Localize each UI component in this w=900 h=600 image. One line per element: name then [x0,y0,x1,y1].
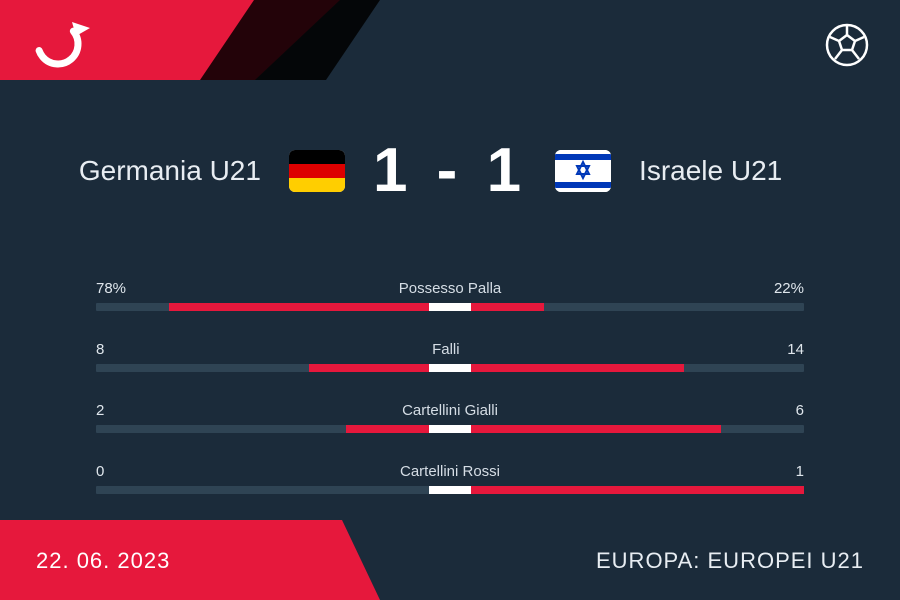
stat-away-value: 14 [787,341,804,358]
stat-bar-away [471,364,684,372]
home-score: 1 [373,136,413,205]
away-flag [555,150,611,192]
stat-bar-away [471,486,804,494]
home-team-name: Germania U21 [61,153,261,188]
stat-bar-track [96,303,804,311]
competition-name: EUROPA: EUROPEI U21 [596,548,864,574]
stat-bar-away [471,425,721,433]
match-date: 22. 06. 2023 [36,548,170,574]
stat-home-value: 2 [96,402,104,419]
stat-row: 78% Possesso Palla 22% [96,280,804,311]
stat-bar-home [346,425,429,433]
stat-row: 2 Cartellini Gialli 6 [96,402,804,433]
stat-home-value: 78% [96,280,126,297]
score-separator: - [437,136,464,205]
stat-bar-home [309,364,429,372]
stat-away-value: 6 [796,402,804,419]
stat-label: Cartellini Gialli [402,402,498,419]
stat-bar-track [96,425,804,433]
stat-bar-home [169,303,429,311]
away-score: 1 [487,136,527,205]
stat-away-value: 1 [796,463,804,480]
stat-bar-center [429,425,471,433]
stat-label: Possesso Palla [399,280,502,297]
stat-label: Falli [432,341,460,358]
football-icon [824,22,870,68]
stat-bar-track [96,364,804,372]
stat-home-value: 0 [96,463,104,480]
stat-bar-track [96,486,804,494]
stat-bar-center [429,364,471,372]
score-row: Germania U21 1 - 1 Israele U21 [0,135,900,206]
stats-panel: 78% Possesso Palla 22% 8 Falli 14 2 Cartellini … [96,280,804,524]
stat-row: 0 Cartellini Rossi 1 [96,463,804,494]
stat-home-value: 8 [96,341,104,358]
stat-bar-center [429,303,471,311]
stat-label: Cartellini Rossi [400,463,500,480]
away-team-name: Israele U21 [639,153,839,188]
home-flag [289,150,345,192]
stat-bar-center [429,486,471,494]
stat-away-value: 22% [774,280,804,297]
brand-logo [30,14,90,74]
score: 1 - 1 [373,135,527,206]
stat-row: 8 Falli 14 [96,341,804,372]
stat-bar-away [471,303,544,311]
